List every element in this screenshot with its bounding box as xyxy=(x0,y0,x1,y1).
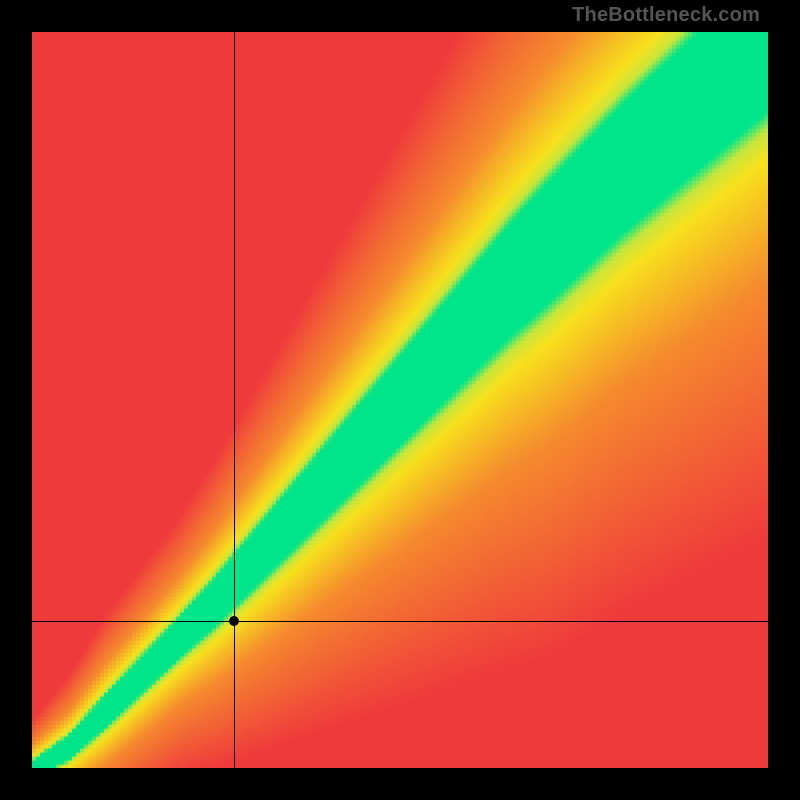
plot-area xyxy=(32,32,768,768)
watermark-text: TheBottleneck.com xyxy=(572,4,760,27)
chart-container: TheBottleneck.com xyxy=(0,0,800,800)
heatmap-canvas xyxy=(32,32,768,768)
